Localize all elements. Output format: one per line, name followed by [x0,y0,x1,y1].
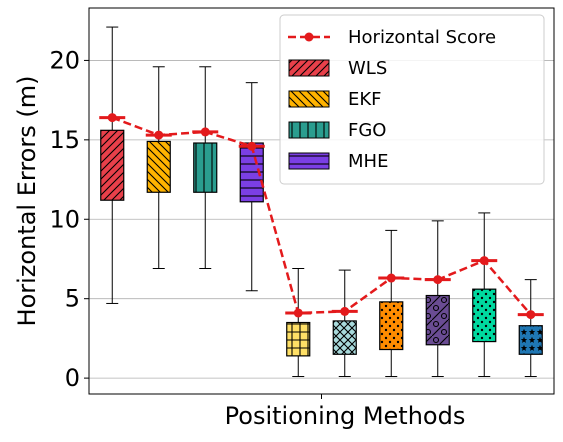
y-tick-label: 0 [65,364,80,392]
legend-label: FGO [348,120,386,141]
plot-frame [88,7,555,395]
legend-swatch [288,152,330,170]
score-marker [479,256,489,266]
y-tick-label: 5 [65,285,80,313]
y-axis-label: Horizontal Errors (m) [13,76,41,327]
score-marker [247,141,257,151]
box [518,325,543,355]
score-marker [340,306,350,316]
box [472,288,497,343]
box [286,321,311,357]
legend-swatch [288,59,330,77]
box [425,294,450,346]
box [100,129,125,201]
box [332,320,357,355]
score-marker [154,130,164,140]
score-marker [200,127,210,137]
y-tick-label: 10 [49,205,80,233]
box [379,301,404,351]
legend-label: Horizontal Score [348,27,496,48]
legend-swatch [288,121,330,139]
score-marker [433,275,443,285]
legend-label: WLS [348,58,387,79]
score-marker [107,113,117,123]
legend-box [279,14,545,185]
legend-label: EKF [348,89,382,110]
score-line [111,116,532,316]
box [193,142,218,193]
score-marker [526,310,536,320]
legend-marker [304,32,314,42]
legend-label: MHE [348,151,388,172]
score-marker [386,273,396,283]
y-tick-label: 15 [49,126,80,154]
legend-swatch [288,90,330,108]
y-tick-label: 20 [49,46,80,74]
box [146,140,171,193]
score-marker [293,308,303,318]
x-axis-label: Positioning Methods [225,402,466,430]
